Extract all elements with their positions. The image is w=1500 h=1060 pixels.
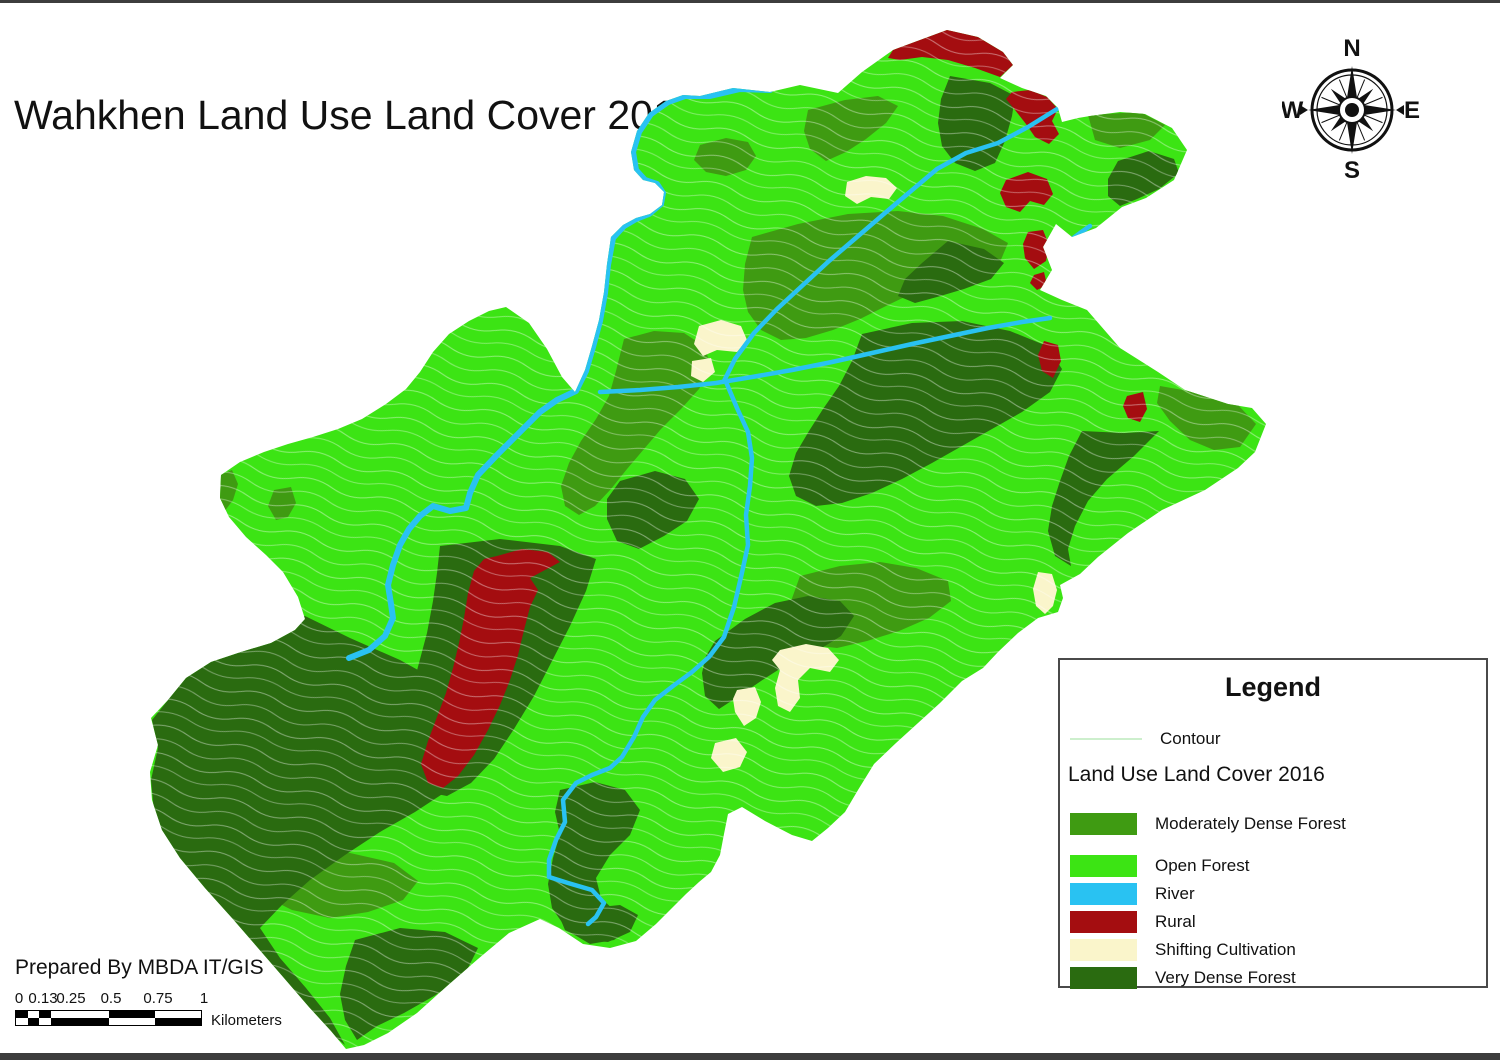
legend-label: Very Dense Forest xyxy=(1155,968,1296,987)
river-lines xyxy=(346,86,1093,927)
credit-text: Prepared By MBDA IT/GIS xyxy=(15,956,264,979)
page-title: Wahkhen Land Use Land Cover 2016 xyxy=(14,92,699,138)
legend-swatch-river xyxy=(1070,883,1137,905)
compass-rose: N S W E xyxy=(1282,35,1420,184)
page-bottom-rule xyxy=(0,1053,1500,1060)
legend-label: River xyxy=(1155,884,1195,903)
legend-item: Moderately Dense Forest xyxy=(1070,813,1486,835)
legend-item: River xyxy=(1070,883,1486,905)
scale-bar: 0 0.13 0.25 0.5 0.75 1 Kilometers xyxy=(15,990,315,1034)
legend-label: Rural xyxy=(1155,912,1196,931)
legend-contour-label: Contour xyxy=(1160,729,1221,748)
scale-bar-labels: 0 0.13 0.25 0.5 0.75 1 xyxy=(15,990,315,1008)
scale-tick-label: 0.13 xyxy=(28,990,58,1007)
legend-item: Open Forest xyxy=(1070,855,1486,877)
legend-label: Open Forest xyxy=(1155,856,1250,875)
page-top-rule xyxy=(0,0,1500,3)
legend-subtitle: Land Use Land Cover 2016 xyxy=(1068,763,1325,786)
legend-title: Legend xyxy=(1224,672,1321,702)
compass-west-label: W xyxy=(1282,97,1304,124)
legend-swatch-shifting-cultivation xyxy=(1070,939,1137,961)
legend-swatch-rural xyxy=(1070,911,1137,933)
contour-line-sample xyxy=(1070,738,1142,740)
scale-tick-label: 0.25 xyxy=(56,990,86,1007)
legend-items: Moderately Dense Forest Open Forest Rive… xyxy=(1070,813,1486,989)
compass-south-label: S xyxy=(1344,157,1360,184)
legend-item: Rural xyxy=(1070,911,1486,933)
scale-tick-label: 1 xyxy=(199,990,209,1007)
scale-bar-blocks xyxy=(15,1010,202,1026)
legend-swatch-open-forest xyxy=(1070,855,1137,877)
scale-tick-label: 0.75 xyxy=(143,990,173,1007)
legend-box: Legend Contour Land Use Land Cover 2016 … xyxy=(1058,658,1488,989)
compass-north-label: N xyxy=(1343,35,1360,62)
legend-item: Very Dense Forest xyxy=(1070,967,1486,989)
legend-label: Moderately Dense Forest xyxy=(1155,814,1346,833)
legend-swatch-moderately-dense-forest xyxy=(1070,813,1137,835)
compass-east-label: E xyxy=(1404,97,1420,124)
scale-bar-unit: Kilometers xyxy=(211,1012,282,1029)
scale-tick-label: 0.5 xyxy=(100,990,122,1007)
scale-tick-label: 0 xyxy=(14,990,24,1007)
legend-label: Shifting Cultivation xyxy=(1155,940,1296,959)
legend-contour-row: Contour xyxy=(1070,729,1486,749)
legend-swatch-very-dense-forest xyxy=(1070,967,1137,989)
legend-item: Shifting Cultivation xyxy=(1070,939,1486,961)
